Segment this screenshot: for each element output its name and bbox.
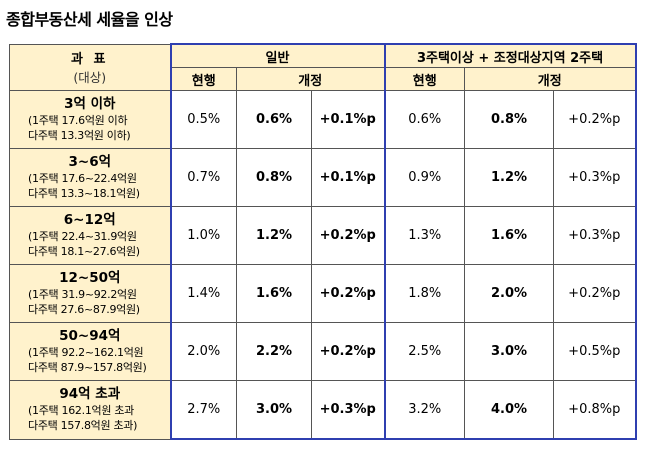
multi-current-rate: 0.6%: [383, 90, 465, 149]
page-title: 종합부동산세 세율을 인상: [6, 10, 173, 29]
bracket-label: 50~94억: [59, 328, 121, 344]
general-rate-change: +0.2%p: [311, 322, 386, 381]
general-revised-rate: 1.6%: [236, 264, 312, 323]
category-label: 과 표: [71, 52, 109, 68]
general-revised-rate: 0.6%: [236, 90, 312, 149]
bracket-detail-1: (1주택 162.1억원 초과: [28, 404, 134, 418]
multi-current-rate: 1.3%: [383, 206, 465, 265]
general-rate-change: +0.1%p: [311, 148, 386, 207]
bracket-label: 3~6억: [68, 154, 112, 170]
multi-rate-change: +0.3%p: [552, 148, 637, 207]
category-header: 과 표 (대상): [9, 43, 171, 91]
multi-rate-change: +0.5%p: [552, 322, 637, 381]
general-rate-change: +0.3%p: [311, 380, 386, 440]
bracket-label: 6~12억: [63, 212, 116, 228]
category-sub-label: (대상): [73, 70, 107, 86]
table-row: 94억 초과 (1주택 162.1억원 초과 다주택 157.8억원 초과) 2.7%…: [9, 380, 637, 440]
multi-revised-rate: 0.8%: [464, 90, 554, 149]
general-current-rate: 1.0%: [169, 206, 237, 265]
multi-revised-rate: 3.0%: [464, 322, 554, 381]
general-current-header: 현행: [169, 67, 237, 91]
bracket-detail-2: 다주택 27.6~87.9억원): [28, 303, 140, 316]
bracket-label: 12~50억: [59, 270, 121, 286]
group-general-header: 일반: [169, 43, 386, 68]
bracket-detail-2: 다주택 87.9~157.8억원): [28, 361, 147, 374]
general-revised-rate: 2.2%: [236, 322, 312, 381]
bracket-detail-1: (1주택 92.2~162.1억원: [28, 346, 144, 359]
bracket-detail-2: 다주택 13.3억원 이하): [28, 129, 131, 142]
bracket-detail-1: (1주택 17.6~22.4억원: [28, 172, 137, 185]
multi-revised-rate: 2.0%: [464, 264, 554, 323]
bracket-detail-2: 다주택 13.3~18.1억원): [28, 187, 140, 200]
multi-rate-change: +0.3%p: [552, 206, 637, 265]
general-revised-header: 개정: [236, 67, 386, 91]
multi-revised-header: 개정: [463, 67, 637, 91]
general-current-rate: 0.7%: [169, 148, 237, 207]
group-multi-header: 3주택이상 + 조정대상지역 2주택: [383, 43, 637, 68]
general-current-rate: 2.0%: [169, 322, 237, 381]
bracket-detail-1: (1주택 17.6억원 이하: [28, 114, 128, 127]
general-rate-change: +0.1%p: [311, 90, 386, 149]
tax-rate-table: 과 표 (대상) 일반 3주택이상 + 조정대상지역 2주택 현행 개정 현행 …: [9, 43, 637, 440]
multi-current-header: 현행: [383, 67, 465, 91]
bracket-detail-2: 다주택 157.8억원 초과): [28, 419, 138, 433]
general-revised-rate: 3.0%: [236, 380, 312, 440]
general-rate-change: +0.2%p: [311, 206, 386, 265]
bracket-detail-1: (1주택 22.4~31.9억원: [28, 230, 137, 243]
bracket-cell: 94억 초과 (1주택 162.1억원 초과 다주택 157.8억원 초과): [9, 380, 171, 440]
general-current-rate: 0.5%: [169, 90, 237, 149]
general-current-rate: 2.7%: [169, 380, 237, 440]
bracket-label: 3억 이하: [64, 96, 116, 112]
multi-rate-change: +0.8%p: [552, 380, 637, 440]
multi-current-rate: 2.5%: [383, 322, 465, 381]
multi-rate-change: +0.2%p: [552, 264, 637, 323]
bracket-detail-1: (1주택 31.9~92.2억원: [28, 288, 137, 301]
bracket-label: 94억 초과: [59, 386, 121, 403]
table-row: 3억 이하 (1주택 17.6억원 이하 다주택 13.3억원 이하) 0.5% 0.6…: [9, 90, 637, 149]
general-revised-rate: 1.2%: [236, 206, 312, 265]
multi-current-rate: 1.8%: [383, 264, 465, 323]
multi-current-rate: 0.9%: [383, 148, 465, 207]
multi-revised-rate: 1.6%: [464, 206, 554, 265]
general-revised-rate: 0.8%: [236, 148, 312, 207]
multi-current-rate: 3.2%: [383, 380, 465, 440]
general-rate-change: +0.2%p: [311, 264, 386, 323]
multi-revised-rate: 1.2%: [464, 148, 554, 207]
bracket-detail-2: 다주택 18.1~27.6억원): [28, 245, 140, 258]
multi-revised-rate: 4.0%: [464, 380, 554, 440]
multi-rate-change: +0.2%p: [552, 90, 637, 149]
general-current-rate: 1.4%: [169, 264, 237, 323]
